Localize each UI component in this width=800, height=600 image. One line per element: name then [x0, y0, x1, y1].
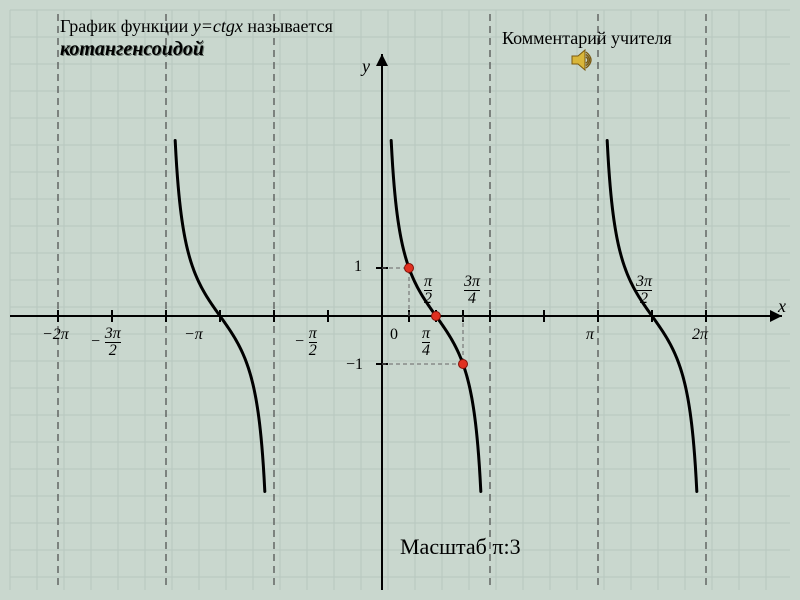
title-line1: График функции y=ctgx называется	[60, 16, 333, 37]
origin-label: 0	[390, 326, 398, 344]
scale-label: Масштаб π:3	[400, 534, 521, 560]
chart-svg	[0, 0, 800, 600]
x-tick-label: 2π	[692, 326, 708, 344]
y-tick-1: 1	[354, 258, 362, 276]
x-tick-label: − 3π2	[90, 326, 121, 359]
x-tick-label: −π	[184, 326, 203, 344]
x-tick-label: 3π2	[636, 274, 652, 307]
x-tick-label: 3π4	[464, 274, 480, 307]
x-tick-label: π2	[424, 274, 432, 307]
x-tick-label: π4	[422, 326, 430, 359]
x-tick-label: −2π	[42, 326, 69, 344]
x-tick-label: π	[586, 326, 594, 344]
y-tick-neg1: −1	[346, 356, 363, 374]
title-line2: котангенсоидой котангенсоидой	[60, 38, 204, 61]
chart-root: { "canvas":{"w":800,"h":600}, "colors":{…	[0, 0, 800, 600]
y-axis-label: y	[362, 56, 370, 77]
x-axis-label: x	[778, 296, 786, 317]
teacher-comment: Комментарий учителя	[502, 28, 672, 49]
x-tick-label: − π2	[294, 326, 317, 359]
